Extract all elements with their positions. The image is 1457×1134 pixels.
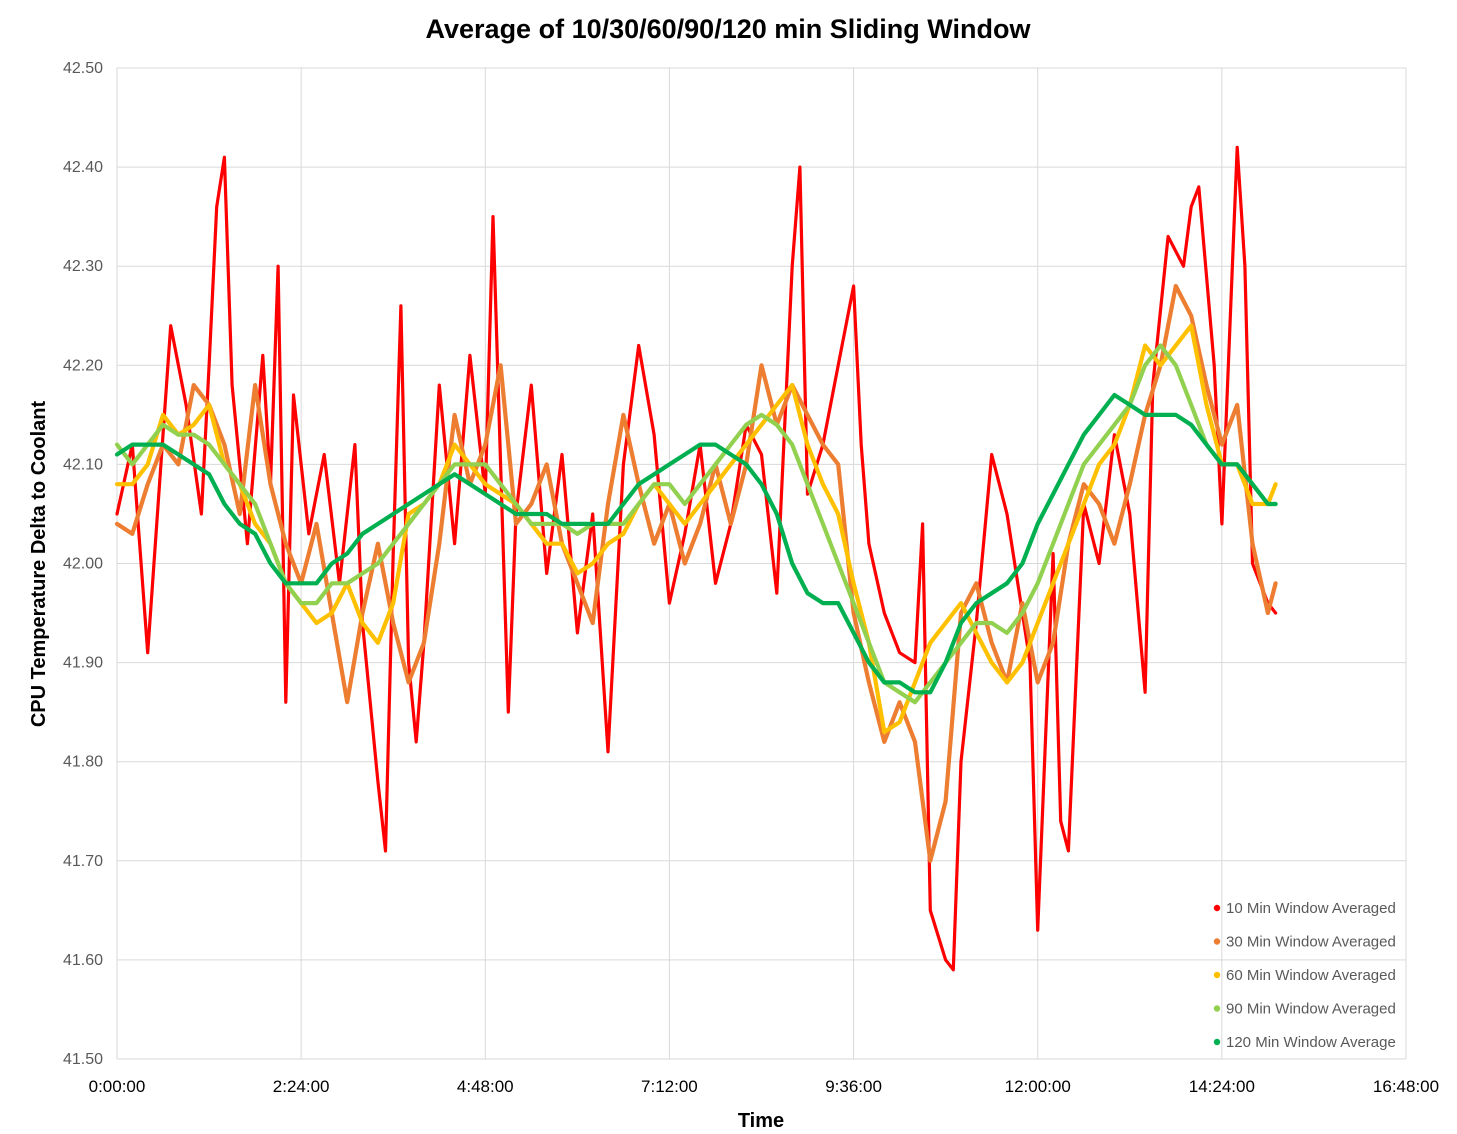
legend-label: 90 Min Window Averaged xyxy=(1226,1001,1396,1018)
x-tick-label: 0:00:00 xyxy=(89,1077,146,1096)
legend-marker xyxy=(1213,938,1221,945)
series-layer xyxy=(114,145,1278,972)
y-tick-label: 42.50 xyxy=(63,60,103,77)
y-axis-ticks: 41.50 41.60 41.70 41.80 41.90 42.00 42.10 42.20… xyxy=(63,60,103,1068)
legend-marker xyxy=(1213,1038,1221,1046)
legend-label: 30 Min Window Averaged xyxy=(1226,934,1396,951)
x-tick-label: 16:48:00 xyxy=(1373,1077,1439,1096)
legend-marker xyxy=(1213,971,1221,979)
x-tick-label: 7:12:00 xyxy=(641,1077,698,1096)
x-axis-ticks: 0:00:00 2:24:00 4:48:00 7:12:00 9:36:00 12:00… xyxy=(89,1077,1439,1096)
y-tick-label: 41.50 xyxy=(63,1051,103,1068)
y-tick-label: 41.90 xyxy=(63,655,103,672)
y-tick-label: 41.60 xyxy=(63,952,103,969)
legend-label: 120 Min Window Average xyxy=(1226,1034,1396,1051)
legend: 10 Min Window Averaged 30 Min Window Aver… xyxy=(1213,900,1396,1051)
series-line-3 xyxy=(114,323,1278,735)
x-tick-label: 14:24:00 xyxy=(1189,1077,1255,1096)
y-tick-label: 41.80 xyxy=(63,754,103,771)
legend-label: 10 Min Window Averaged xyxy=(1226,900,1396,917)
x-tick-label: 4:48:00 xyxy=(457,1077,514,1096)
x-tick-label: 9:36:00 xyxy=(825,1077,882,1096)
series-line-2 xyxy=(114,283,1278,863)
y-axis-title: CPU Temperature Delta to Coolant xyxy=(28,400,50,727)
legend-marker xyxy=(1213,904,1221,912)
y-tick-label: 42.10 xyxy=(63,456,103,473)
x-tick-label: 12:00:00 xyxy=(1005,1077,1071,1096)
y-tick-label: 42.30 xyxy=(63,258,103,275)
chart-title: Average of 10/30/60/90/120 min Sliding W… xyxy=(426,14,1032,44)
y-tick-label: 42.20 xyxy=(63,357,103,374)
legend-marker xyxy=(1213,1005,1221,1012)
series-line-5 xyxy=(114,392,1278,695)
gridlines xyxy=(116,67,1407,1060)
y-tick-label: 41.70 xyxy=(63,853,103,870)
series-line-1 xyxy=(115,145,1278,972)
y-tick-label: 42.40 xyxy=(63,159,103,176)
legend-label: 60 Min Window Averaged xyxy=(1226,967,1396,984)
x-tick-label: 2:24:00 xyxy=(273,1077,330,1096)
series-line-4 xyxy=(114,343,1278,705)
x-axis-title: Time xyxy=(738,1110,784,1132)
y-tick-label: 42.00 xyxy=(63,556,103,573)
